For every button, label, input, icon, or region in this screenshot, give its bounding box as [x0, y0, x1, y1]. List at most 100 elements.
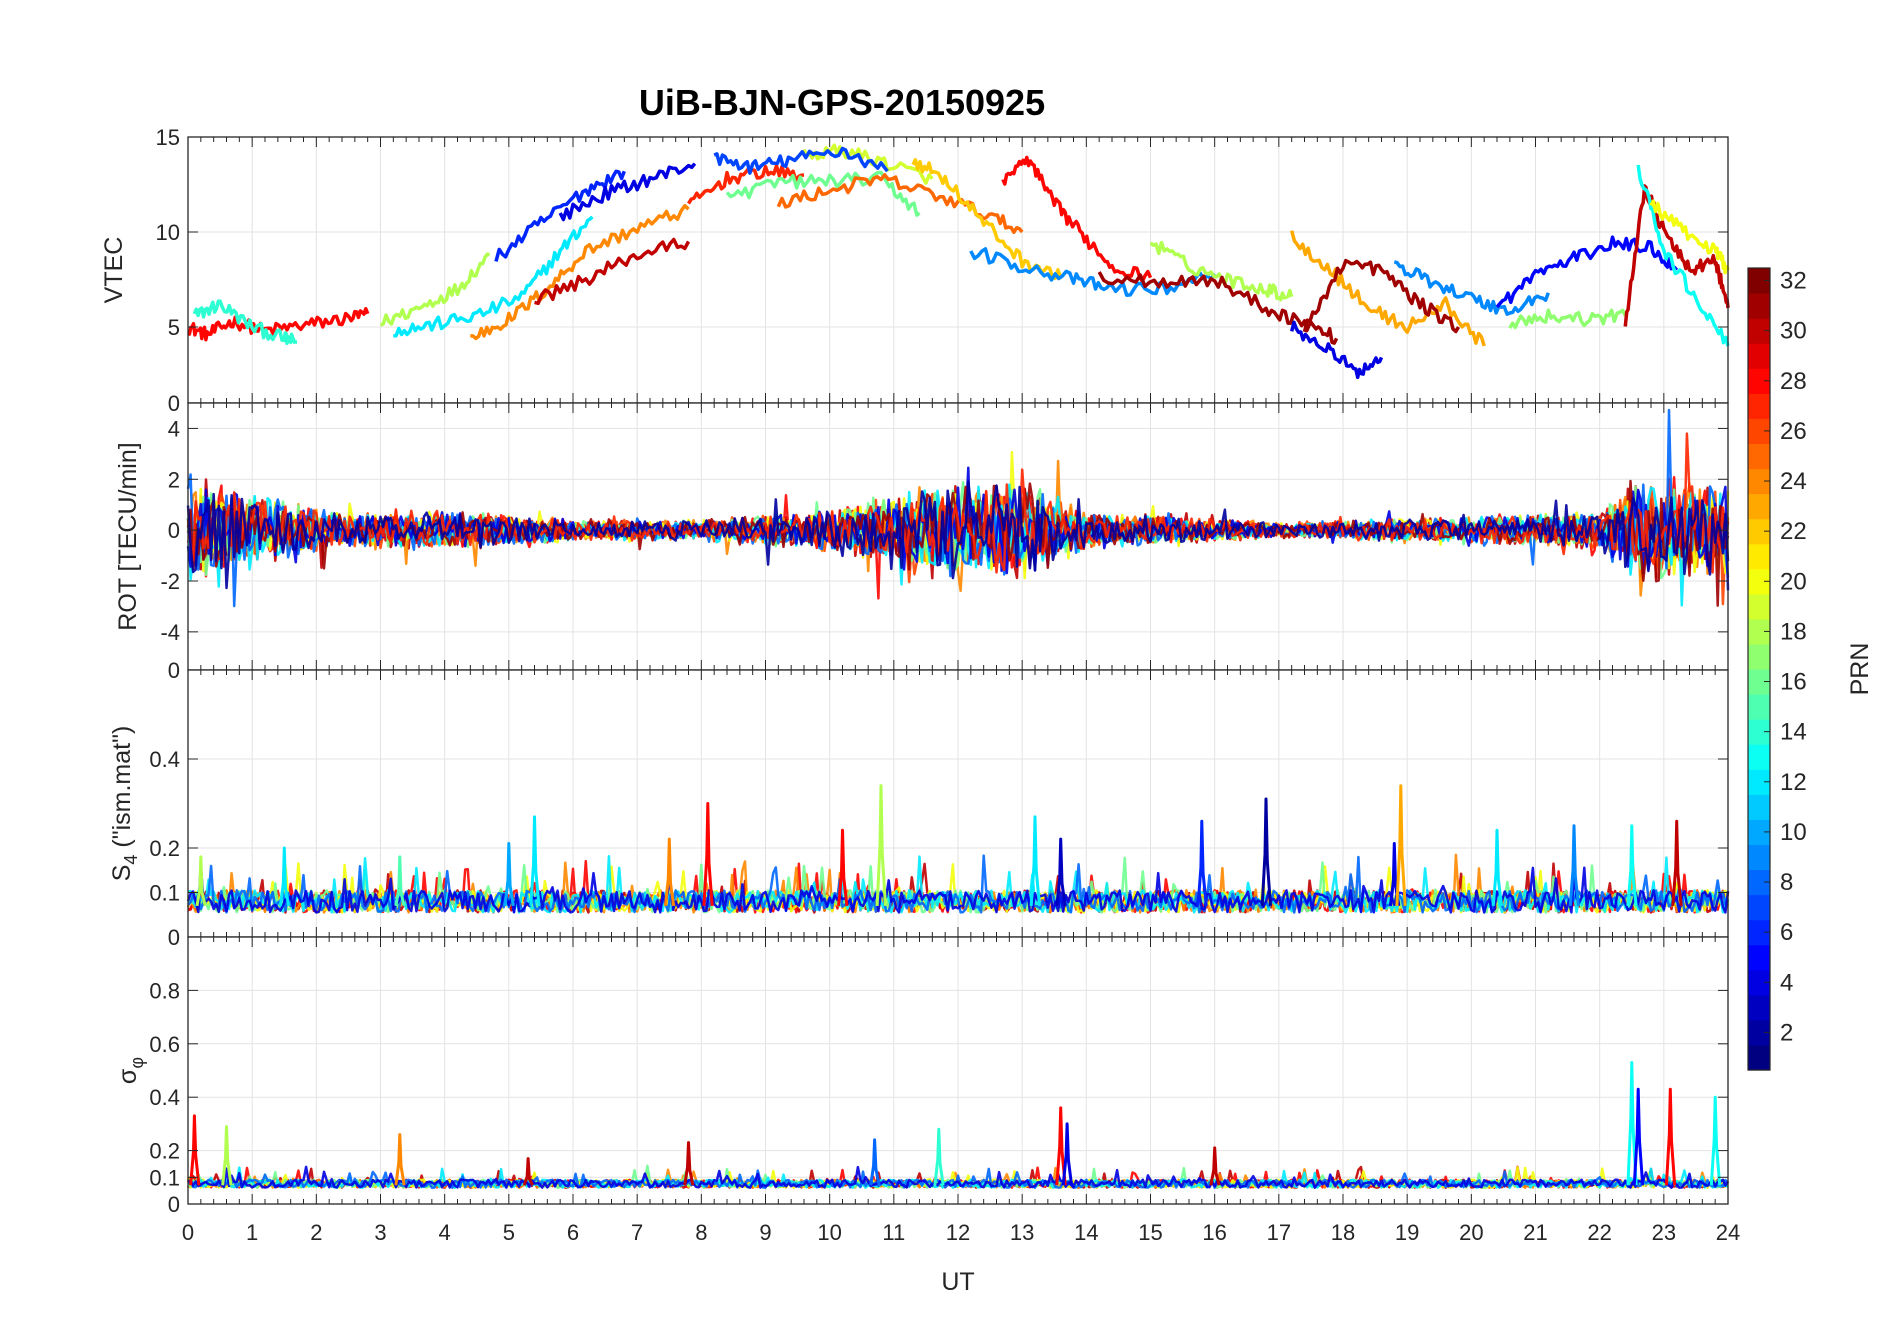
- panel-s4: 0.1 0.2 0.4 0 S4 ("ism.mat"): [108, 669, 1730, 950]
- colorbar-segment: [1748, 293, 1770, 319]
- vtec-series-prn-4: [1290, 320, 1384, 380]
- colorbar-segment: [1748, 493, 1770, 520]
- rot-series-prn-2: [186, 480, 1730, 590]
- s4-peak-prn-6: [1196, 819, 1208, 907]
- colorbar-tick-label: 20: [1780, 568, 1807, 595]
- colorbar-segment: [1748, 794, 1770, 820]
- sigma_phi-peak-prn-8: [869, 1138, 881, 1186]
- colorbar-segment: [1748, 694, 1770, 720]
- y-tick-label: 0: [168, 518, 180, 543]
- x-tick-label: 24: [1716, 1220, 1740, 1245]
- s4-peak-prn-12: [1491, 828, 1503, 907]
- x-tick-label: 11: [882, 1220, 905, 1245]
- colorbar-segment: [1748, 1044, 1770, 1071]
- panel-sigma_phi-axes: 0.10.2 0.4 0.6 0.8 0 σφ: [114, 936, 1729, 1217]
- panel-s4-ylabel: S4 ("ism.mat"): [108, 726, 141, 882]
- x-tick-label: 19: [1395, 1220, 1419, 1245]
- colorbar-segment: [1748, 919, 1770, 946]
- y-tick-label: 0.4: [149, 1085, 180, 1110]
- vtec-series-prn-30: [534, 237, 691, 306]
- sigma_phi-series-prn-4: [187, 1165, 1730, 1189]
- colorbar-frame: [1747, 267, 1771, 1071]
- panel-rot-ylabel: ROT [TECU/min]: [114, 442, 142, 630]
- colorbar-segment: [1748, 618, 1770, 645]
- colorbar-label: PRN: [1846, 643, 1874, 696]
- sigma_phi-peak-prn-28: [1664, 1087, 1677, 1186]
- x-tick-label: 5: [503, 1220, 515, 1245]
- sigma_phi-peak-prn-18: [221, 1125, 233, 1186]
- colorbar-segment: [1748, 819, 1770, 846]
- x-tick-label: 4: [439, 1220, 451, 1245]
- sigma_phi-peak-prn-28: [1055, 1106, 1067, 1186]
- vtec-series-prn-20: [1649, 199, 1730, 275]
- sigma_phi-peak-prn-30: [522, 1157, 534, 1186]
- colorbar-tick-label: 18: [1780, 618, 1807, 645]
- s4-peak-prn-30: [1671, 819, 1683, 907]
- x-tick-label: 15: [1138, 1220, 1162, 1245]
- x-axis-label: UT: [941, 1268, 974, 1296]
- s4-peak-prn-3: [1055, 837, 1067, 907]
- colorbar-segment: [1748, 869, 1770, 896]
- x-tick-label: 9: [759, 1220, 771, 1245]
- colorbar-tick-label: 30: [1780, 318, 1807, 345]
- sigma_phi-peak-prn-4: [1061, 1122, 1074, 1186]
- panel-sigma_phi-data: [186, 1061, 1730, 1189]
- panel-vtec: 5 10 15 0 VTEC: [100, 125, 1730, 416]
- colorbar-tick-label: 24: [1780, 468, 1807, 495]
- x-tick-label: 13: [1010, 1220, 1034, 1245]
- s4-peak-prn-23: [1395, 784, 1407, 906]
- s4-peak-prn-12: [529, 815, 541, 907]
- vtec-series-prn-5: [1495, 235, 1679, 309]
- x-tick-label: 0: [182, 1220, 194, 1245]
- colorbar-segment: [1748, 418, 1770, 445]
- s4-peak-prn-24: [663, 837, 676, 907]
- colorbar-tick-label: 6: [1780, 919, 1793, 946]
- vtec-series-prn-4: [558, 162, 697, 222]
- vtec-series-prn-23: [1290, 230, 1486, 347]
- colorbar-segment: [1748, 944, 1770, 971]
- sigma_phi-peak-prn-28: [189, 1114, 201, 1186]
- sigma_phi-peak-prn-13: [1626, 1061, 1638, 1186]
- colorbar-tick-label: 16: [1780, 669, 1807, 696]
- y-tick-label-zero: 0: [168, 658, 180, 683]
- y-tick-label: 0.4: [149, 747, 180, 772]
- s4-peak-prn-15: [394, 855, 406, 907]
- colorbar-segment: [1748, 593, 1770, 620]
- colorbar-tick-label: 32: [1780, 268, 1807, 295]
- colorbar-segment: [1748, 468, 1770, 495]
- x-tick-label: 17: [1267, 1220, 1291, 1245]
- x-tick-label: 16: [1202, 1220, 1226, 1245]
- colorbar-tick-label: 28: [1780, 368, 1807, 395]
- s4-peak-prn-12: [1029, 815, 1041, 907]
- s4-peak-prn-13: [1626, 824, 1638, 907]
- vtec-series-prn-16: [725, 170, 921, 217]
- panel-s4-data: [186, 784, 1730, 914]
- colorbar-segment: [1748, 393, 1770, 419]
- colorbar-tick-label: 2: [1780, 1019, 1793, 1046]
- vtec-series-prn-18: [1149, 240, 1294, 302]
- y-tick-label: 2: [168, 467, 180, 492]
- panel-s4-axes: 0.1 0.2 0.4 0 S4 ("ism.mat"): [108, 669, 1729, 950]
- vtec-series-prn-14: [192, 299, 298, 346]
- vtec-series-prn-24: [470, 203, 690, 341]
- s4-peak-prn-12: [278, 846, 291, 907]
- colorbar-tick-label: 22: [1780, 518, 1807, 545]
- colorbar-segment: [1748, 1019, 1770, 1046]
- vtec-series-prn-31: [1302, 258, 1461, 334]
- y-tick-label-zero: 0: [168, 1192, 180, 1217]
- s4-peak-prn-18: [875, 784, 887, 906]
- y-tick-label: 0.1: [149, 881, 180, 906]
- vtec-series-prn-13: [1636, 164, 1730, 347]
- panel-sigma_phi: 0.10.2 0.4 0.6 0.8 0 σφ: [114, 936, 1730, 1217]
- x-tick-label: 8: [695, 1220, 707, 1245]
- colorbar-segment: [1748, 543, 1770, 570]
- colorbar-segment: [1748, 318, 1770, 344]
- colorbar-tick-label: 26: [1780, 418, 1807, 445]
- panel-vtec-ylabel: VTEC: [100, 237, 128, 304]
- y-tick-label: 0.2: [149, 836, 180, 861]
- vtec-series-prn-18: [379, 252, 491, 327]
- s4-peak-prn-28: [702, 802, 714, 907]
- s4-peak-prn-2: [1260, 797, 1272, 907]
- panel-rot-data: [186, 408, 1730, 608]
